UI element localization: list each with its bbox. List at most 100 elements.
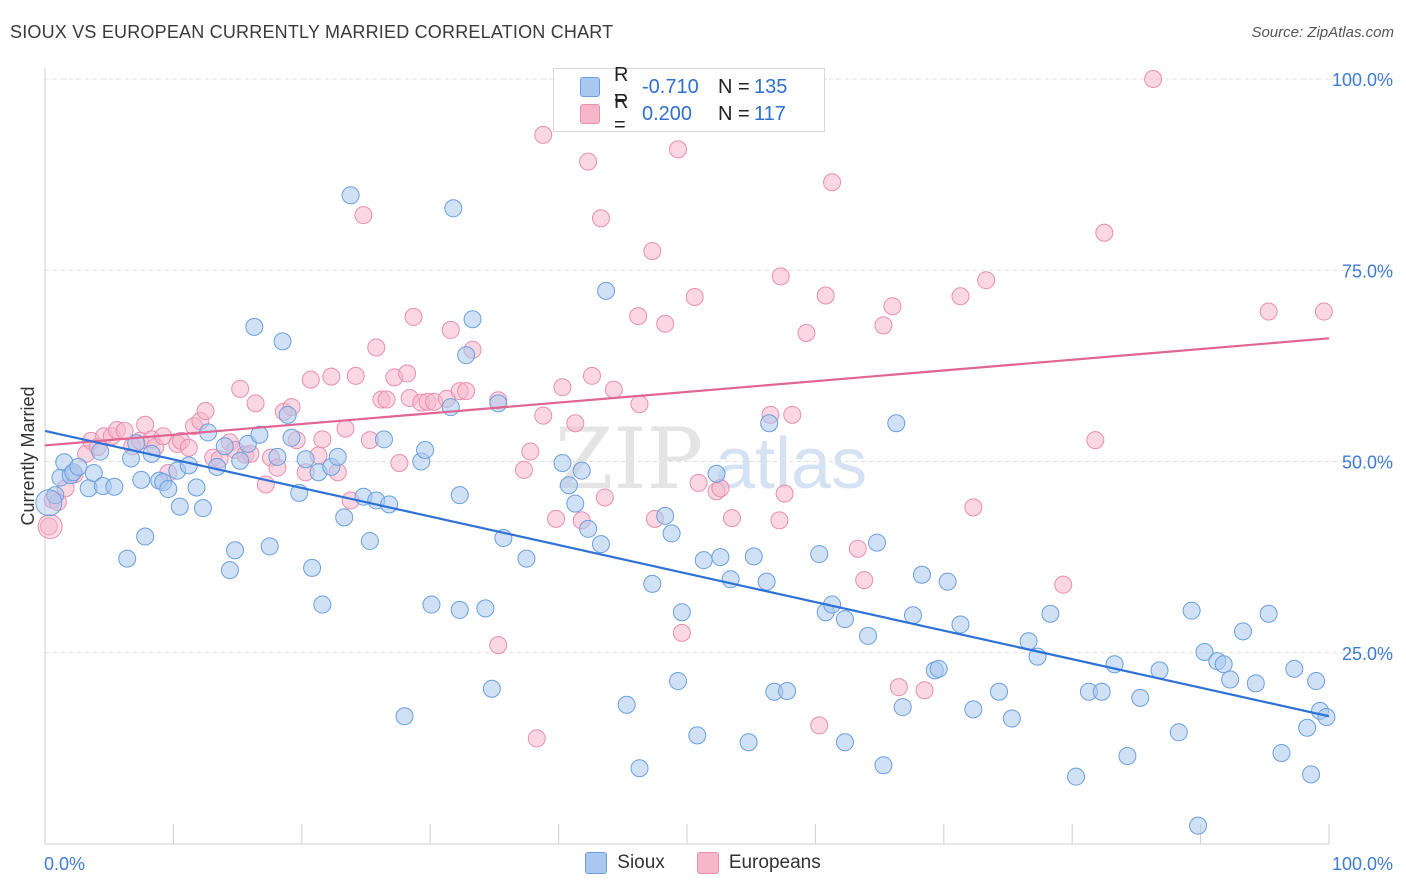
sioux-point (1092, 682, 1111, 701)
sioux-point (912, 565, 931, 584)
sioux-point (159, 480, 178, 499)
sioux-point (1189, 816, 1208, 835)
europeans-point (534, 406, 553, 425)
europeans-point (823, 173, 842, 192)
sioux-point (835, 733, 854, 752)
legend-item-sioux[interactable]: Sioux (585, 852, 665, 874)
sioux-point (739, 733, 758, 752)
europeans-point (1314, 302, 1333, 321)
sioux-point (744, 547, 763, 566)
grid-lines (45, 78, 1395, 654)
europeans-point (398, 364, 417, 383)
stats-legend: R = -0.710 N = 135 R = 0.200 N = 117 (553, 64, 825, 136)
sioux-point (1246, 674, 1265, 693)
europeans-point (874, 316, 893, 335)
europeans-point (354, 206, 373, 225)
sioux-point (929, 659, 948, 678)
sioux-point (617, 695, 636, 714)
sioux-point (303, 558, 322, 577)
europeans-point (964, 498, 983, 517)
n-label: N = (718, 75, 750, 98)
sioux-trend-line (44, 429, 1330, 718)
europeans-point (566, 414, 585, 433)
europeans-point (595, 488, 614, 507)
sioux-point (1118, 747, 1137, 766)
legend-item-europeans[interactable]: Europeans (696, 852, 821, 874)
sioux-point (1285, 659, 1304, 678)
series-legend: Sioux Europeans (0, 852, 1406, 874)
sioux-point (187, 478, 206, 497)
sioux-point (69, 457, 88, 476)
europeans-point (604, 380, 623, 399)
europeans-point (313, 430, 332, 449)
n-value: 117 (754, 102, 786, 125)
europeans-point (722, 509, 741, 528)
axis-labels: 25.0% 50.0% 75.0% 100.0% 0.0% 100.0% Currently… (18, 70, 1393, 874)
sioux-point (893, 698, 912, 717)
sioux-point (476, 599, 495, 618)
sioux-point (887, 414, 906, 433)
sioux-point (566, 494, 585, 513)
europeans-point (672, 623, 691, 642)
sioux-point (643, 574, 662, 593)
sioux-point (231, 451, 250, 470)
sioux-point (938, 572, 957, 591)
europeans-point (404, 307, 423, 326)
sioux-point (1298, 718, 1317, 737)
sioux-point (360, 532, 379, 551)
europeans-point (656, 314, 675, 333)
europeans-point (1095, 223, 1114, 242)
sioux-point (656, 506, 675, 525)
sioux-point (313, 595, 332, 614)
europeans-point (521, 442, 540, 461)
europeans-point (630, 395, 649, 414)
sioux-point (1002, 709, 1021, 728)
y-axis-title: Currently Married (18, 386, 38, 525)
sioux-point (282, 428, 301, 447)
europeans-point (336, 419, 355, 438)
europeans-point (889, 678, 908, 697)
sioux-point (422, 595, 441, 614)
sioux-point (489, 394, 508, 413)
europeans-point (883, 297, 902, 316)
europeans-point (629, 307, 648, 326)
sioux-point (245, 317, 264, 336)
sioux-point (859, 626, 878, 645)
europeans-point (855, 571, 874, 590)
sioux-point (810, 545, 829, 564)
sioux-point (778, 682, 797, 700)
europeans-point (514, 460, 533, 479)
sioux-point (380, 495, 399, 514)
sioux-point (553, 454, 572, 473)
sioux-point (517, 549, 536, 568)
sioux-point (591, 535, 610, 554)
sioux-point (260, 537, 279, 556)
europeans-point (441, 320, 460, 339)
europeans-point (390, 454, 409, 473)
sioux-point (874, 756, 893, 775)
sioux-point (1307, 672, 1326, 691)
europeans-point (231, 379, 250, 398)
sioux-point (136, 527, 155, 546)
sioux-point (572, 461, 591, 480)
sioux-swatch (580, 77, 600, 97)
sioux-point (1195, 642, 1214, 661)
sioux-point (1041, 604, 1060, 623)
sioux-point (132, 470, 151, 489)
europeans-point (377, 390, 396, 409)
europeans-point (771, 267, 790, 286)
legend-row-sioux: R = -0.710 N = 135 (580, 64, 788, 109)
sioux-point (450, 486, 469, 505)
sioux-point (341, 186, 360, 205)
n-value: 135 (754, 75, 788, 98)
sioux-point (1272, 743, 1291, 762)
sioux-point (868, 533, 887, 552)
sioux-point (1317, 708, 1336, 727)
sioux-point (1067, 767, 1086, 786)
r-value: -0.710 (642, 75, 699, 98)
europeans-point (1086, 431, 1105, 450)
sioux-point (444, 199, 463, 218)
europeans-point (770, 511, 789, 530)
europeans-point (1144, 70, 1163, 88)
